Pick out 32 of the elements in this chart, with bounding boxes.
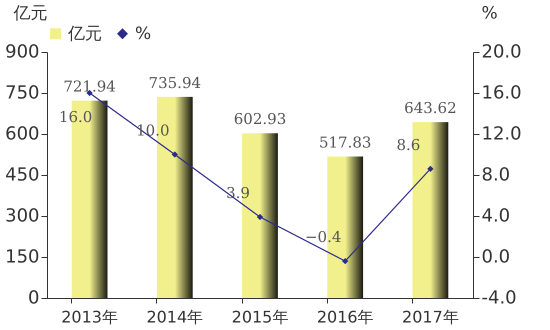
x-tick-label: 2014年 xyxy=(146,308,204,326)
y2-tick-label: -4.0 xyxy=(482,288,517,308)
y-tick-label: 0 xyxy=(28,288,40,308)
legend-label: 亿元 xyxy=(67,24,102,44)
y2-axis-title: % xyxy=(482,4,498,24)
point xyxy=(427,166,434,172)
y2-tick-label: 12.0 xyxy=(482,124,522,144)
point xyxy=(342,258,348,264)
y-axis-title: 亿元 xyxy=(12,4,48,24)
data-label: 602.93 xyxy=(234,110,286,128)
x-tick-label: 2015年 xyxy=(232,308,288,326)
legend-label: % xyxy=(135,24,152,44)
y-tick-label: 600 xyxy=(5,124,40,144)
y2-tick-label: 8.0 xyxy=(482,164,510,186)
y-tick-label: 450 xyxy=(5,164,40,186)
y-tick-label: 750 xyxy=(5,82,40,104)
y-tick-label: 300 xyxy=(5,206,40,226)
data-label: 721.94 xyxy=(63,78,116,96)
y-tick-label: 900 xyxy=(5,42,40,62)
x-tick-label: 2016年 xyxy=(316,308,374,326)
y2-tick-label: 20.0 xyxy=(482,42,522,62)
y2-tick-label: 4.0 xyxy=(482,206,510,226)
x-tick-label: 2013年 xyxy=(61,308,118,326)
point xyxy=(172,151,178,158)
data-label: 517.83 xyxy=(318,133,372,152)
data-label: 643.62 xyxy=(404,99,457,118)
x-tick-label: 2017年 xyxy=(402,308,459,326)
point xyxy=(256,214,264,220)
y2-tick-label: 16.0 xyxy=(482,82,522,104)
y-tick-label: 150 xyxy=(5,246,40,268)
y2-tick-label: 0.0 xyxy=(482,246,510,268)
data-label: 735.94 xyxy=(148,74,202,92)
